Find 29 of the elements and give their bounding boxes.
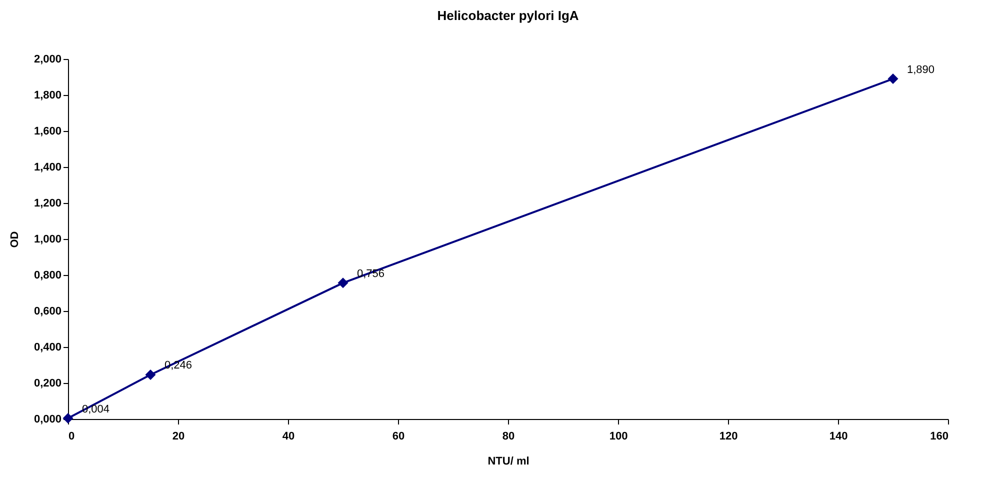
x-tick-label: 60 xyxy=(392,430,405,442)
data-label: 0,004 xyxy=(82,403,110,416)
point xyxy=(62,413,74,424)
y-tick-label: 0,200 xyxy=(34,378,62,390)
x-tick-label: 160 xyxy=(930,430,948,442)
y-tick-label: 2,000 xyxy=(34,54,62,66)
y-tick-label: 1,200 xyxy=(34,198,62,210)
chart-title: Helicobacter pylori IgA xyxy=(437,8,580,23)
y-tick-label: 1,000 xyxy=(34,234,62,246)
x-tick-label: 140 xyxy=(829,430,848,442)
data-label: 1,890 xyxy=(907,64,935,76)
y-tick-label: 0,000 xyxy=(34,414,62,426)
x-tick-label: 120 xyxy=(719,430,738,442)
y-tick-label: 1,400 xyxy=(34,162,62,174)
y-axis-title: OD xyxy=(8,231,21,248)
x-tick-label: 100 xyxy=(609,430,628,442)
x-tick-label: 80 xyxy=(502,430,515,442)
x-axis-title: NTU/ ml xyxy=(488,456,530,468)
y-tick-label: 0,400 xyxy=(34,342,62,354)
point xyxy=(888,74,898,84)
x-tick-label: 40 xyxy=(282,430,295,442)
y-tick-label: 0,800 xyxy=(34,270,62,282)
y-tick-label: 1,600 xyxy=(34,126,62,138)
point xyxy=(145,369,156,380)
y-tick-label: 1,800 xyxy=(34,90,62,102)
y-tick-label: 0,600 xyxy=(34,306,62,318)
x-tick-label: 0 xyxy=(68,430,75,442)
point xyxy=(338,278,348,288)
x-tick-label: 20 xyxy=(172,430,185,442)
